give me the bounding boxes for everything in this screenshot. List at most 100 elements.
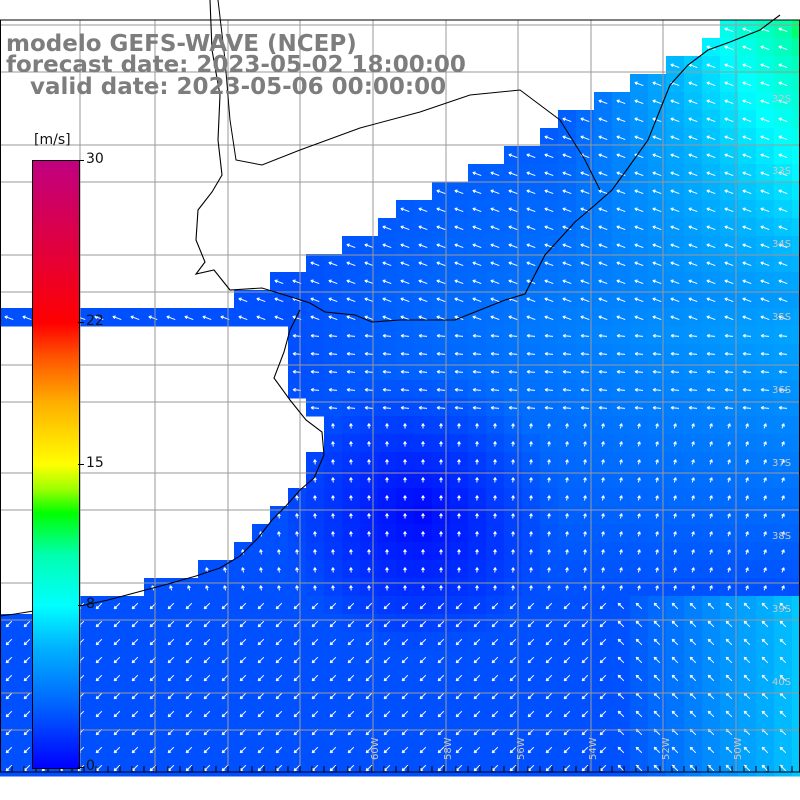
wind-arrow [472,225,482,231]
wind-speed-cell [792,488,800,507]
wind-arrow [565,549,569,555]
wind-arrow [454,225,464,231]
wind-arrow [257,638,265,646]
wind-arrow [184,297,194,303]
wind-speed-cell [756,128,775,147]
wind-arrow [763,495,767,501]
wind-arrow [437,692,445,700]
wind-speed-cell [720,308,739,327]
wind-arrow [743,656,751,664]
wind-arrow [331,495,335,501]
wind-speed-cell [720,254,739,273]
wind-arrow [778,207,788,213]
wind-arrow [529,423,533,429]
wind-speed-cell [666,362,685,381]
wind-arrow [475,423,479,429]
wind-speed-cell [648,74,667,93]
wind-speed-cell [666,272,685,291]
wind-arrow [367,531,371,537]
wind-arrow [293,764,301,772]
wind-arrow [311,710,319,718]
wind-arrow [619,549,623,555]
wind-arrow [598,135,608,141]
wind-arrow [23,692,31,700]
wind-speed-cell [324,254,343,273]
wind-arrow [400,333,410,338]
wind-speed-cell [774,254,793,273]
wind-arrow [598,261,608,267]
wind-speed-cell [756,326,775,345]
wind-speed-cell [792,416,800,435]
wind-arrow [670,333,680,338]
wind-speed-cell [774,722,793,741]
wind-speed-cell [558,218,577,237]
wind-speed-cell [612,308,631,327]
wind-arrow [367,459,371,465]
wind-arrow [562,315,572,321]
wind-arrow [167,638,175,646]
wind-arrow [724,225,734,231]
wind-arrow [131,620,139,628]
wind-arrow [490,243,500,249]
wind-arrow [760,261,770,267]
wind-arrow [689,620,697,628]
wind-arrow [760,81,770,87]
wind-speed-cell [648,110,667,129]
wind-arrow [295,585,299,591]
wind-speed-cell [594,236,613,255]
wind-arrow [688,189,698,195]
wind-arrow [691,549,695,555]
wind-arrow [511,513,515,519]
wind-speed-cell [594,200,613,219]
wind-arrow [601,549,605,555]
wind-speed-cell [342,254,361,273]
wind-arrow [598,279,608,285]
wind-speed-cell [450,398,469,417]
wind-speed-cell [396,290,415,309]
wind-arrow [113,710,121,718]
wind-arrow [310,351,320,356]
wind-arrow [187,585,191,591]
wind-arrow [457,531,461,537]
wind-speed-cell [432,254,451,273]
wind-arrow [652,171,662,177]
wind-arrow [616,99,626,105]
wind-arrow [619,423,623,429]
wind-speed-cell [738,38,757,57]
wind-speed-cell [666,236,685,255]
wind-speed-cell [684,614,703,633]
wind-arrow [563,638,571,646]
wind-arrow [439,513,443,519]
wind-arrow [473,602,481,610]
wind-speed-cell [774,182,793,201]
wind-speed-cell [414,308,433,327]
wind-speed-cell [522,200,541,219]
wind-speed-cell [720,614,739,633]
wind-speed-cell [576,308,595,327]
wind-arrow [203,710,211,718]
wind-speed-cell [540,254,559,273]
wind-speed-cell [162,308,181,327]
wind-arrow [616,243,626,249]
wind-arrow [545,638,553,646]
wind-arrow [310,297,320,303]
wind-arrow [511,459,515,465]
wind-arrow [670,405,680,410]
wind-arrow [454,351,464,356]
wind-arrow [580,333,590,338]
wind-arrow [745,549,749,555]
wind-speed-cell [630,272,649,291]
wind-arrow [653,638,661,646]
wind-arrow [439,441,443,447]
wind-arrow [383,746,391,754]
wind-speed-cell [720,128,739,147]
wind-speed-cell [396,344,415,363]
wind-speed-cell [612,254,631,273]
wind-arrow [544,207,554,213]
wind-arrow [167,692,175,700]
wind-speed-cell [504,254,523,273]
wind-arrow [545,710,553,718]
wind-arrow [511,531,515,537]
wind-arrow [724,315,734,321]
wind-speed-cell [774,362,793,381]
